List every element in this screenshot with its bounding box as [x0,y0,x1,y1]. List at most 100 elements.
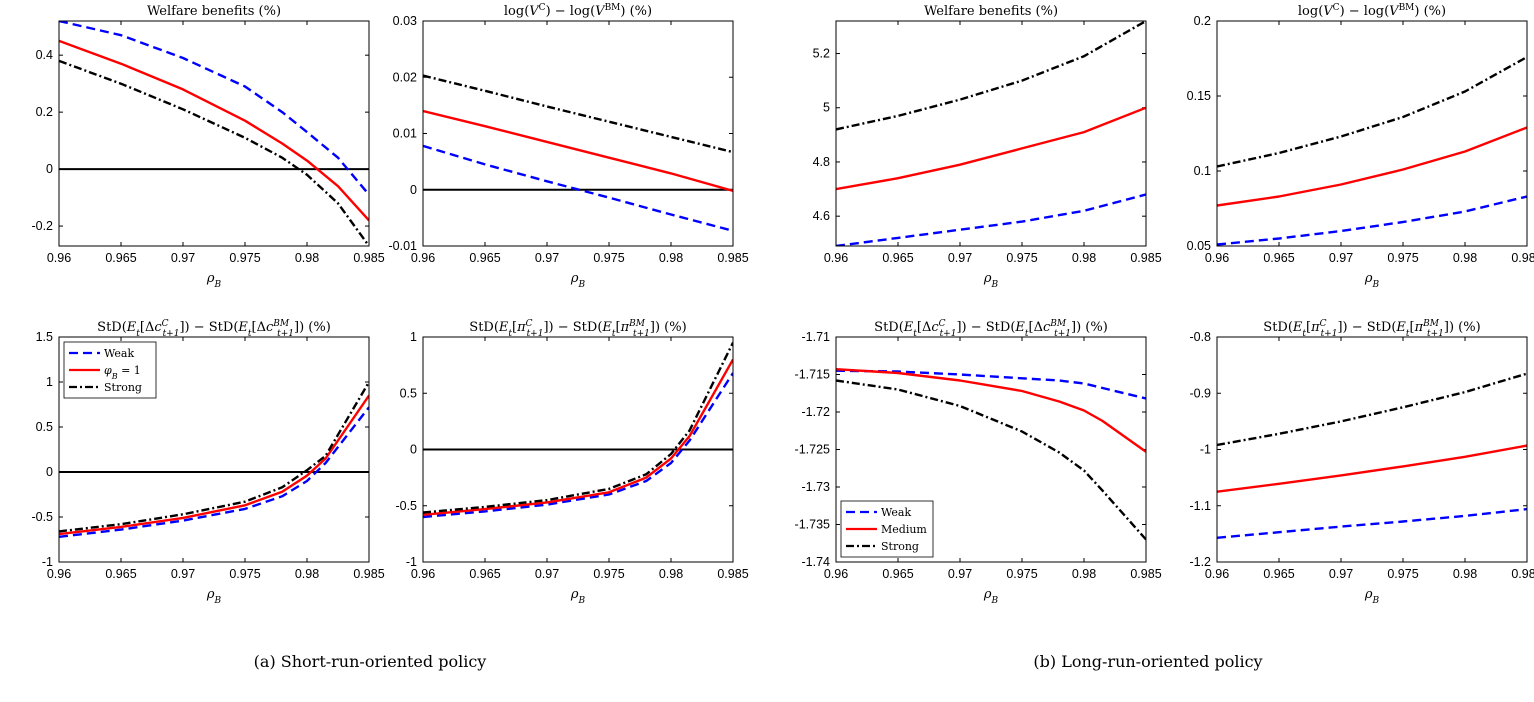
caption-a: (a) Short-run-oriented policy [253,652,487,671]
x-tick-label: 0.985 [1511,567,1534,581]
x-axis-label: ρB [570,587,586,606]
x-tick-label: 0.975 [593,567,624,581]
axes-frame [835,336,1147,563]
y-tick-label: -1.2 [1189,555,1211,569]
x-axis-label: ρB [1364,271,1380,290]
series-line-weak [1217,195,1527,246]
x-tick-label: 0.96 [47,567,71,581]
y-tick-label: -1.1 [1189,499,1211,513]
legend-label: Strong [881,540,919,553]
x-tick-label: 0.98 [295,251,319,265]
axes-frame [835,20,1147,247]
y-tick-label: 0.5 [400,386,417,400]
x-tick-label: 0.975 [229,567,260,581]
y-tick-label: 0 [410,183,417,197]
x-tick-label: 0.985 [1130,251,1161,265]
x-tick-label: 0.965 [1263,251,1294,265]
y-tick-label: 0.15 [1187,89,1211,103]
x-tick-label: 0.965 [105,567,136,581]
series-line-strong [836,21,1146,131]
x-tick-label: 0.985 [353,567,384,581]
x-tick-label: 0.96 [1205,567,1229,581]
legend-label: Weak [104,347,134,360]
series-line-mid [836,368,1146,453]
y-tick-label: 4.8 [813,155,830,169]
x-tick-label: 0.965 [105,251,136,265]
panel-title: StD(Et[πC t+1]) − StD(Et[πBM t+1]) (%) [469,319,686,339]
x-tick-label: 0.975 [1387,567,1418,581]
y-tick-label: 0.03 [393,14,417,28]
series-line-mid [836,106,1146,191]
panel-a4: StD(Et[πC t+1]) − StD(Et[πBM t+1]) (%) 0.96… [395,319,748,606]
y-tick-label: 5 [823,101,830,115]
x-tick-label: 0.98 [659,251,683,265]
x-tick-label: 0.985 [1130,567,1161,581]
panel-a1: Welfare benefits (%) 0.96 0.965 0.97 0.975 0.… [31,4,384,290]
x-tick-label: 0.98 [1453,251,1477,265]
panel-a2: log(VC) − log(VBM) (%) 0.96 0.965 0.97 0.975… [389,3,749,290]
x-tick-label: 0.975 [1387,251,1418,265]
x-tick-label: 0.97 [948,251,972,265]
x-tick-label: 0.965 [882,567,913,581]
series-line-strong [59,381,369,533]
y-tick-label: -1.725 [795,443,830,457]
x-tick-label: 0.965 [469,567,500,581]
x-tick-label: 0.97 [1329,251,1353,265]
x-tick-label: 0.985 [1511,251,1534,265]
series-line-strong [423,342,733,514]
x-tick-label: 0.98 [659,567,683,581]
x-tick-label: 0.975 [593,251,624,265]
x-tick-label: 0.975 [1006,251,1037,265]
caption-b: (b) Long-run-oriented policy [1033,652,1263,671]
x-tick-label: 0.96 [1205,251,1229,265]
y-tick-label: -1.73 [802,480,831,494]
x-tick-label: 0.985 [717,251,748,265]
axes-frame [58,20,370,247]
x-tick-label: 0.97 [171,251,195,265]
panel-b1: Welfare benefits (%) 0.96 0.965 0.97 0.975 0.… [813,4,1162,290]
series-line-weak [59,406,369,538]
x-tick-label: 0.98 [1072,567,1096,581]
x-tick-label: 0.97 [171,567,195,581]
x-tick-label: 0.975 [229,251,260,265]
y-tick-label: -1 [42,555,53,569]
x-tick-label: 0.985 [353,251,384,265]
x-tick-label: 0.96 [411,567,435,581]
y-tick-label: 0.02 [393,70,417,84]
series-line-mid [59,39,369,222]
axes-frame [422,336,734,563]
y-tick-label: 0.2 [36,105,53,119]
legend-label: Strong [104,381,142,394]
x-tick-label: 0.97 [535,251,559,265]
x-tick-label: 0.97 [1329,567,1353,581]
y-tick-label: 1.5 [36,330,53,344]
series-line-mid [423,109,733,193]
panel-title: Welfare benefits (%) [924,4,1058,19]
y-tick-label: -1.72 [802,405,831,419]
series-line-weak [1217,507,1527,539]
axes-frame [58,336,370,563]
panel-title: log(VC) − log(VBM) (%) [504,3,652,19]
legend-label: Medium [881,523,927,536]
y-tick-label: -1.74 [802,555,831,569]
y-tick-label: 0.4 [36,48,53,62]
y-tick-label: 0.5 [36,420,53,434]
legend-label: Weak [881,506,911,519]
x-tick-label: 0.98 [1453,567,1477,581]
y-tick-label: -0.2 [31,219,53,233]
series-line-mid [423,358,733,516]
x-tick-label: 0.96 [411,251,435,265]
panel-b2: log(VC) − log(VBM) (%) 0.96 0.965 0.97 0.975… [1187,3,1534,290]
y-tick-label: 4.6 [813,209,830,223]
panel-b3: StD(Et[ΔcC t+1]) − StD(Et[ΔcBM t+1]) (%) 0.… [795,319,1162,606]
y-tick-label: -1 [406,555,417,569]
x-tick-label: 0.98 [1072,251,1096,265]
x-axis-label: ρB [206,271,222,290]
x-axis-label: ρB [570,271,586,290]
x-axis-label: ρB [1364,587,1380,606]
panel-title: StD(Et[ΔcC t+1]) − StD(Et[ΔcBM t+1]) (%) [874,319,1108,339]
series-line-weak [836,369,1146,400]
panel-a3: StD(Et[ΔcC t+1]) − StD(Et[ΔcBM t+1]) (%) 0.… [31,319,384,606]
